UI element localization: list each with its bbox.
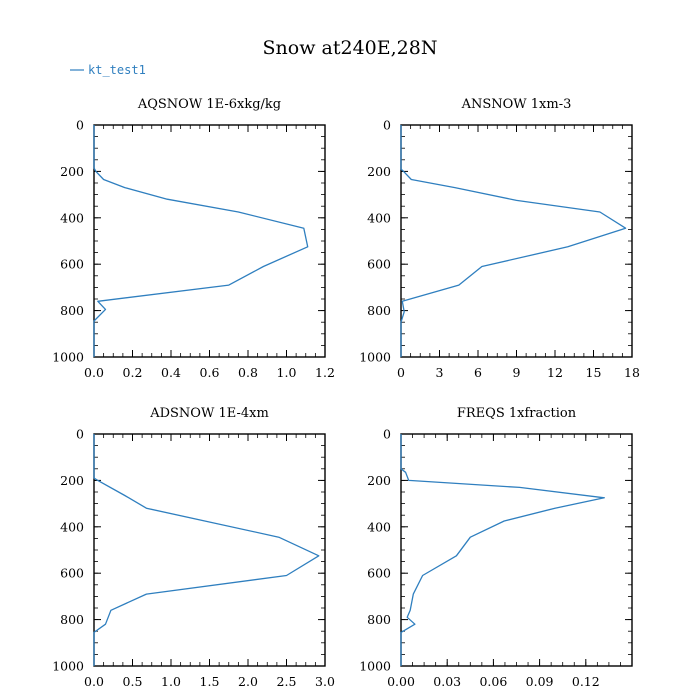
y-tick-label: 600 xyxy=(367,566,391,581)
x-tick-label: 15 xyxy=(586,365,602,380)
series-line xyxy=(93,434,320,666)
plot-frame xyxy=(400,124,633,358)
panel-title: ANSNOW 1xm-3 xyxy=(461,97,572,112)
y-tick-label: 200 xyxy=(367,473,391,488)
panels: AQSNOW 1E-6xkg/kg 0.0 0.2 0.4 0.6 0.8 1.0 1.2 0 2… xyxy=(52,97,640,689)
y-tick-label: 200 xyxy=(60,164,84,179)
x-tick-label: 0.06 xyxy=(479,674,507,689)
y-tick-label: 1000 xyxy=(52,659,84,674)
panel-2: ANSNOW 1xm-3 0 3 6 9 12 15 18 0 200 400 600 800 1000 xyxy=(359,97,640,380)
y-tick-label: 200 xyxy=(367,164,391,179)
series-line xyxy=(400,434,605,666)
x-tick-label: 0.5 xyxy=(123,674,143,689)
legend-label: kt_test1 xyxy=(88,63,146,77)
x-tick-label: 0.4 xyxy=(161,365,181,380)
x-tick-label: 18 xyxy=(624,365,640,380)
y-tick-label: 600 xyxy=(367,257,391,272)
plot-frame xyxy=(93,433,326,667)
panel-3: ADSNOW 1E-4xm 0.0 0.5 1.0 1.5 2.0 2.5 3.0 0 200 40… xyxy=(52,406,335,689)
x-tick-label: 9 xyxy=(513,365,521,380)
y-tick-label: 600 xyxy=(60,257,84,272)
x-tick-label: 2.5 xyxy=(277,674,297,689)
y-tick-label: 800 xyxy=(367,303,391,318)
x-tick-label: 0.00 xyxy=(387,674,415,689)
x-tick-label: 0 xyxy=(397,365,405,380)
x-tick-label: 0.2 xyxy=(123,365,143,380)
x-tick-label: 0.8 xyxy=(238,365,258,380)
series-line xyxy=(93,125,309,357)
x-tick-label: 0.03 xyxy=(433,674,461,689)
y-tick-label: 0 xyxy=(76,118,84,133)
y-tick-label: 200 xyxy=(60,473,84,488)
plot-frame xyxy=(93,124,326,358)
y-tick-label: 800 xyxy=(60,303,84,318)
figure-title: Snow at240E,28N xyxy=(263,37,438,59)
y-tick-label: 1000 xyxy=(359,350,391,365)
x-tick-label: 1.2 xyxy=(315,365,335,380)
x-tick-label: 0.12 xyxy=(572,674,600,689)
x-tick-label: 3 xyxy=(436,365,444,380)
series-line xyxy=(400,125,627,357)
y-tick-label: 600 xyxy=(60,566,84,581)
panel-title: ADSNOW 1E-4xm xyxy=(149,406,269,421)
y-tick-label: 0 xyxy=(383,118,391,133)
y-tick-label: 400 xyxy=(367,519,391,534)
x-tick-label: 3.0 xyxy=(315,674,335,689)
x-tick-label: 0.6 xyxy=(200,365,220,380)
x-tick-label: 1.0 xyxy=(161,674,181,689)
y-tick-label: 400 xyxy=(367,210,391,225)
y-tick-label: 0 xyxy=(76,427,84,442)
legend: kt_test1 xyxy=(70,63,146,77)
y-tick-label: 800 xyxy=(60,612,84,627)
x-tick-label: 1.5 xyxy=(200,674,220,689)
y-tick-label: 1000 xyxy=(52,350,84,365)
plot-frame xyxy=(400,433,633,667)
y-tick-label: 400 xyxy=(60,210,84,225)
x-tick-label: 6 xyxy=(474,365,482,380)
x-tick-label: 0.0 xyxy=(84,365,104,380)
y-tick-label: 0 xyxy=(383,427,391,442)
y-tick-label: 1000 xyxy=(359,659,391,674)
x-tick-label: 2.0 xyxy=(238,674,258,689)
panel-title: FREQS 1xfraction xyxy=(457,406,577,421)
y-tick-label: 400 xyxy=(60,519,84,534)
x-tick-label: 0.09 xyxy=(526,674,554,689)
x-tick-label: 0.0 xyxy=(84,674,104,689)
y-tick-label: 800 xyxy=(367,612,391,627)
panel-1: AQSNOW 1E-6xkg/kg 0.0 0.2 0.4 0.6 0.8 1.0 1.2 0 2… xyxy=(52,97,335,380)
x-tick-label: 12 xyxy=(547,365,563,380)
panel-title: AQSNOW 1E-6xkg/kg xyxy=(137,97,281,112)
panel-4: FREQS 1xfraction 0.00 0.03 0.06 0.09 0.12 0 200… xyxy=(359,406,633,689)
x-tick-label: 1.0 xyxy=(277,365,297,380)
